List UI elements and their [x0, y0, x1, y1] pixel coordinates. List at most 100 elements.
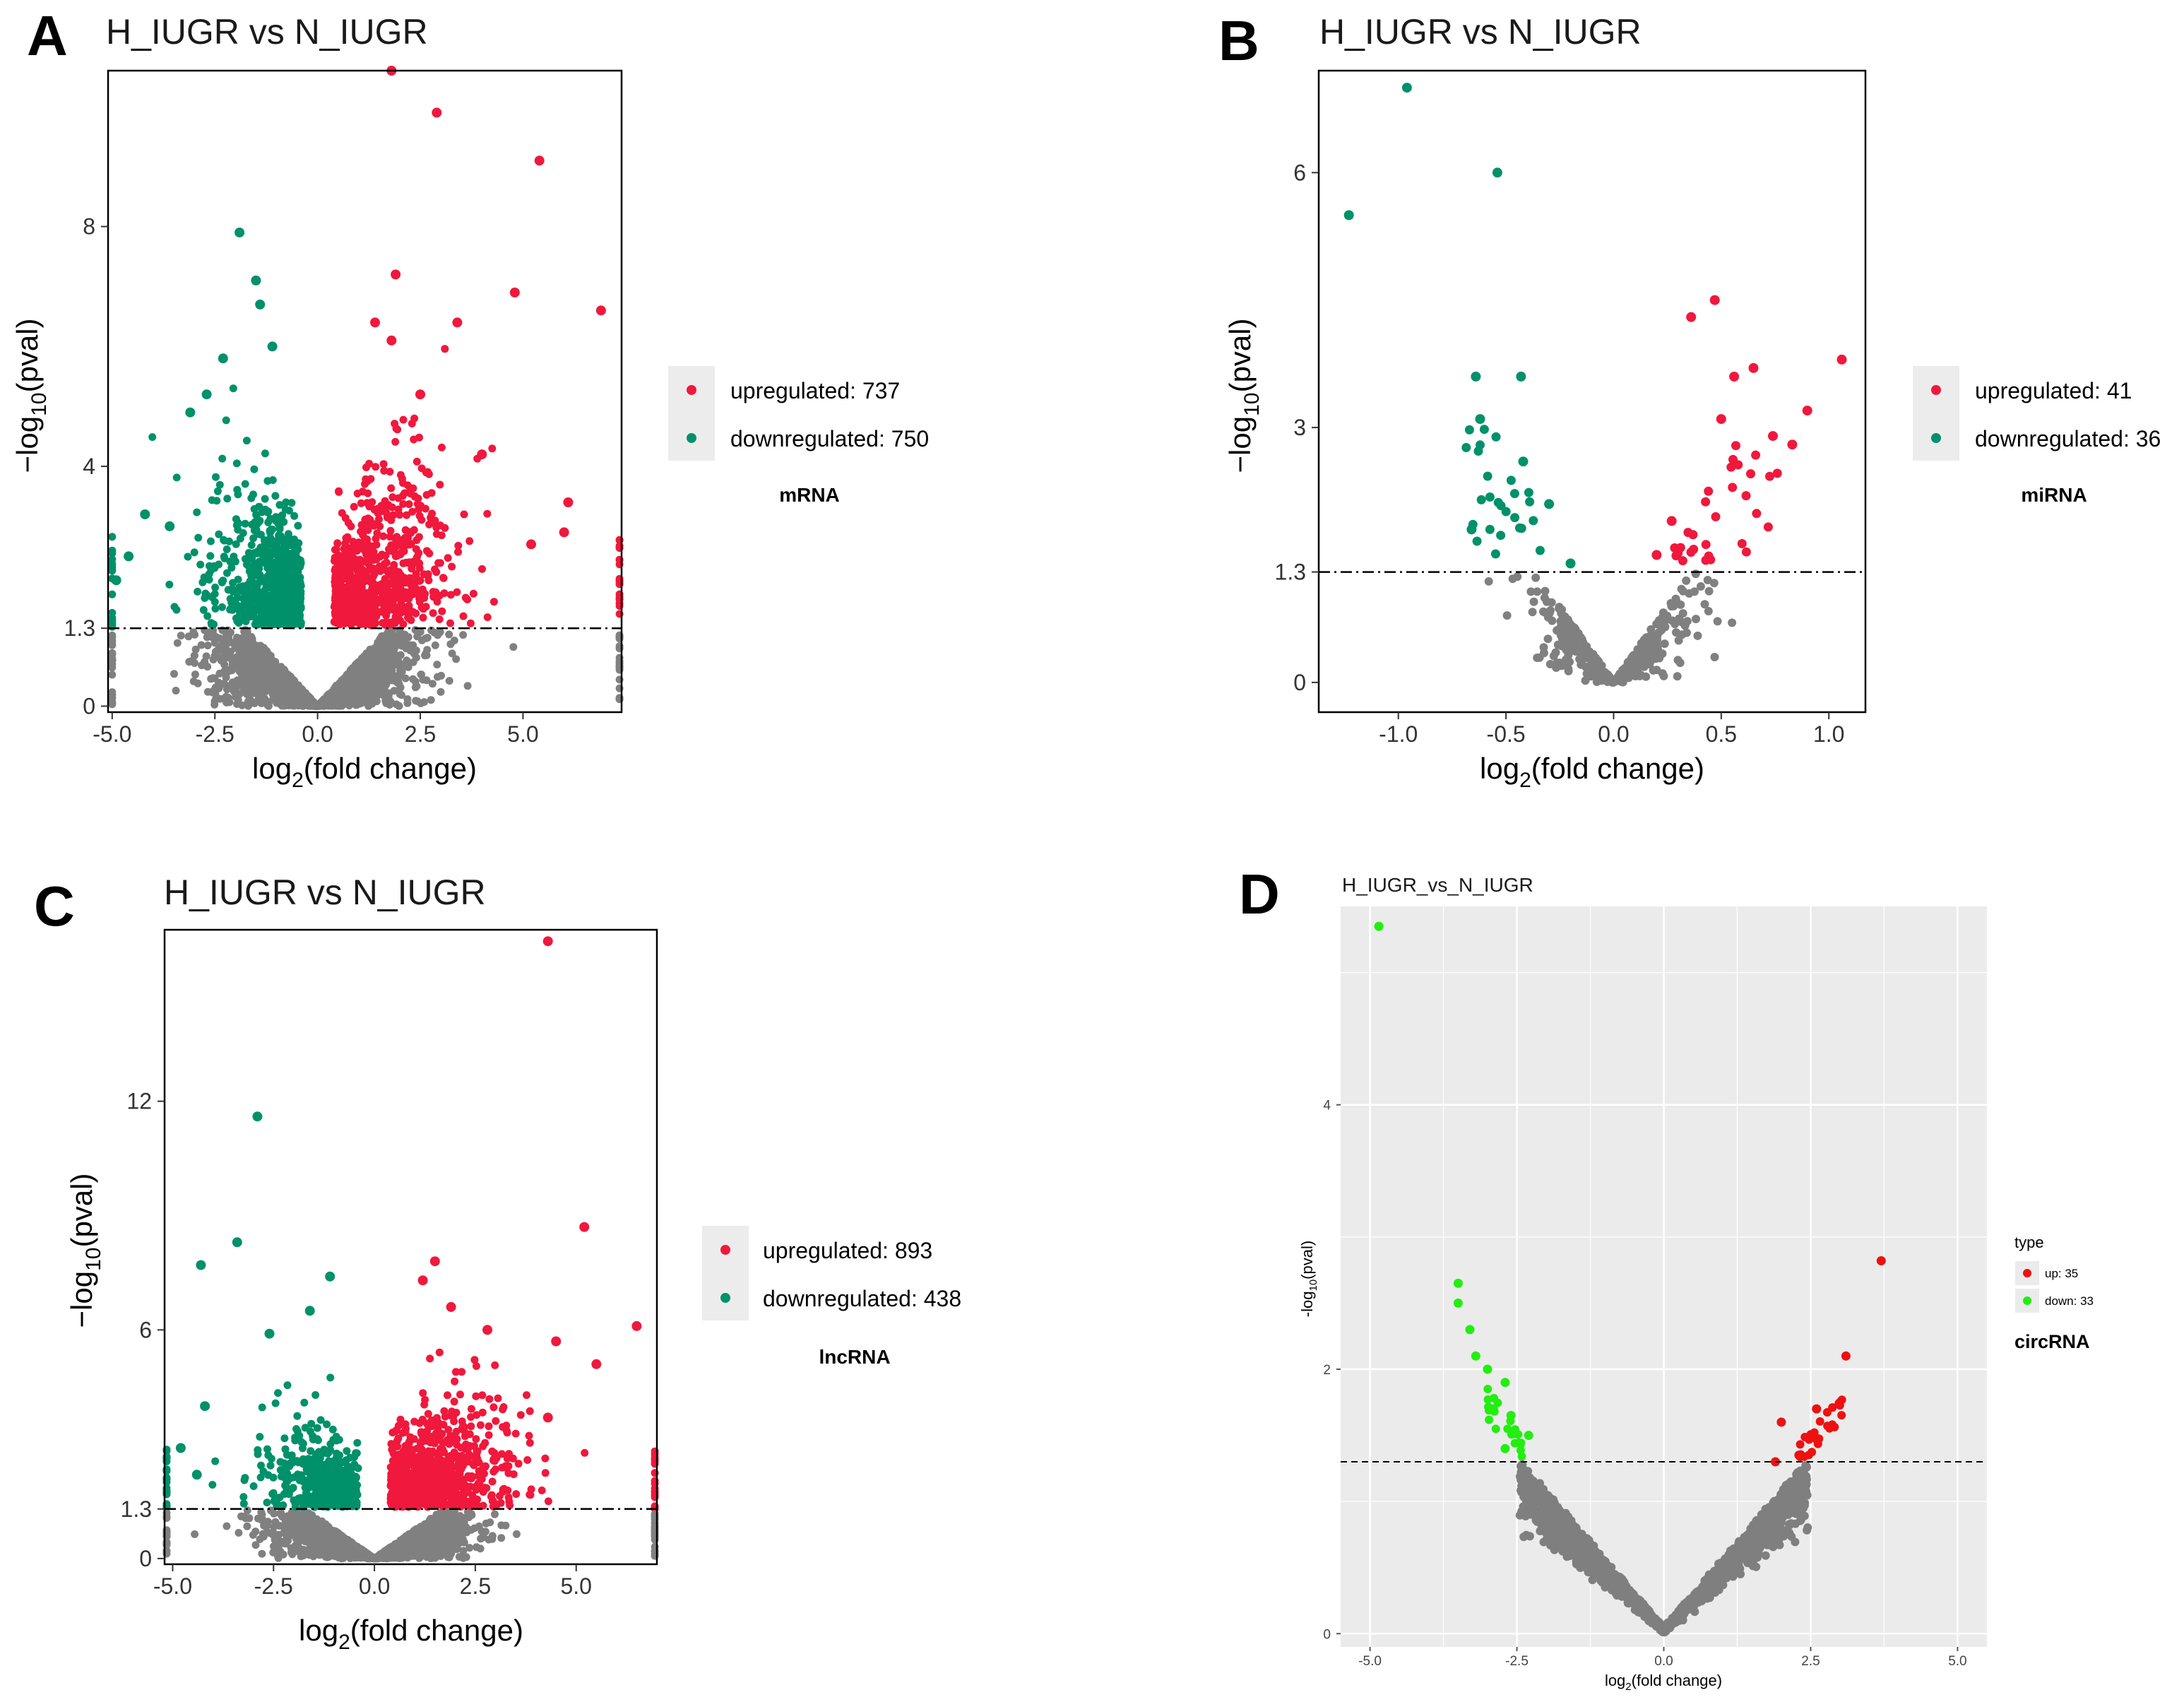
point-upregulated [360, 557, 369, 566]
point-downregulated [172, 605, 181, 614]
point-not-significant [512, 1530, 521, 1538]
point-downregulated [218, 454, 227, 463]
point-not-significant [387, 632, 396, 640]
point-downregulated [1510, 513, 1520, 523]
point-downregulated [1535, 545, 1545, 555]
point-not-significant [422, 649, 430, 658]
point-not-significant [250, 699, 259, 707]
point-upregulated [364, 489, 372, 497]
point-downregulated [247, 574, 256, 582]
point-not-significant [434, 673, 441, 681]
point-not-significant [380, 692, 388, 700]
point-downregulated [210, 562, 218, 570]
point-downregulated [215, 530, 223, 538]
point-upregulated-outlier [595, 305, 606, 316]
point-downregulated-outlier [124, 551, 134, 562]
point-not-significant [248, 635, 256, 643]
point-downregulated [255, 502, 263, 511]
point-upregulated [1686, 548, 1696, 557]
point-downregulated [222, 545, 231, 553]
point-downregulated [220, 536, 229, 545]
point-not-significant [1627, 657, 1637, 666]
panel-b-legend-up-key [1931, 385, 1941, 395]
point-upregulated [391, 619, 399, 627]
point-not-significant [428, 680, 437, 688]
point-upregulated [394, 539, 403, 547]
point-upregulated [369, 556, 378, 564]
point-downregulated [284, 603, 292, 611]
point-not-significant [411, 683, 420, 692]
point-not-significant [1568, 627, 1577, 636]
point-not-significant [1567, 634, 1577, 643]
point-downregulated [210, 598, 219, 606]
point-upregulated [343, 552, 351, 561]
point-upregulated [386, 468, 394, 476]
point-not-significant [203, 642, 212, 650]
point-edge [108, 618, 117, 627]
point-not-significant [1653, 645, 1662, 654]
point-downregulated [1472, 536, 1482, 546]
point-not-significant [398, 668, 406, 676]
point-upregulated [417, 516, 426, 524]
point-not-significant [416, 627, 425, 636]
point-downregulated [263, 607, 272, 615]
ylab-b-log: −log [1223, 416, 1257, 473]
point-upregulated [376, 567, 385, 575]
point-not-significant [177, 632, 185, 640]
point-upregulated [488, 444, 497, 453]
point-downregulated [266, 584, 273, 591]
point-upregulated-outlier [1729, 372, 1740, 382]
point-upregulated [389, 565, 398, 574]
point-upregulated [365, 459, 374, 468]
point-upregulated [1746, 469, 1755, 479]
point-upregulated [441, 345, 449, 353]
point-not-significant [1581, 653, 1591, 662]
point-downregulated [269, 576, 278, 584]
panel-b-y-ticks: 01.336 [1275, 160, 1319, 695]
point-upregulated [410, 435, 418, 444]
point-upregulated [446, 619, 454, 627]
point-not-significant [446, 640, 455, 649]
point-downregulated [254, 604, 263, 613]
point-downregulated [263, 477, 272, 485]
point-not-significant [172, 687, 180, 695]
point-downregulated [249, 490, 257, 499]
point-not-significant [1577, 660, 1586, 669]
point-upregulated-outlier [563, 497, 574, 507]
point-not-significant [1618, 678, 1627, 687]
point-not-significant [1502, 611, 1512, 620]
point-not-significant [1617, 668, 1626, 678]
point-downregulated [261, 495, 269, 503]
point-upregulated [353, 594, 362, 603]
point-upregulated [400, 574, 408, 582]
point-not-significant [242, 654, 249, 662]
point-downregulated [206, 537, 215, 545]
point-not-significant [1531, 573, 1541, 582]
point-upregulated [413, 500, 422, 508]
point-downregulated-outlier [201, 389, 212, 400]
point-upregulated [379, 532, 388, 540]
point-not-significant [1591, 654, 1601, 663]
point-not-significant [1692, 615, 1700, 624]
point-not-significant [1639, 649, 1648, 658]
point-upregulated [448, 562, 456, 571]
y-tick-label: 1.3 [64, 615, 95, 641]
point-downregulated [266, 526, 274, 535]
point-not-significant [294, 697, 302, 706]
point-upregulated [444, 554, 452, 562]
point-upregulated [382, 611, 391, 620]
point-downregulated [213, 487, 222, 495]
panel-c-plot-area [162, 928, 659, 1566]
point-downregulated [247, 551, 256, 560]
point-downregulated [242, 437, 251, 445]
point-not-significant [1594, 661, 1603, 670]
point-not-significant [1682, 576, 1691, 585]
point-downregulated [283, 579, 291, 587]
point-upregulated [387, 516, 396, 524]
point-upregulated-outlier [391, 269, 401, 280]
point-downregulated [277, 532, 285, 540]
point-upregulated [1741, 547, 1751, 557]
panel-a-section-label: mRNA [779, 484, 840, 506]
panel-b-x-ticks: -1.0 -0.5 0.0 0.5 1.0 [1379, 712, 1844, 747]
point-upregulated [339, 573, 348, 581]
